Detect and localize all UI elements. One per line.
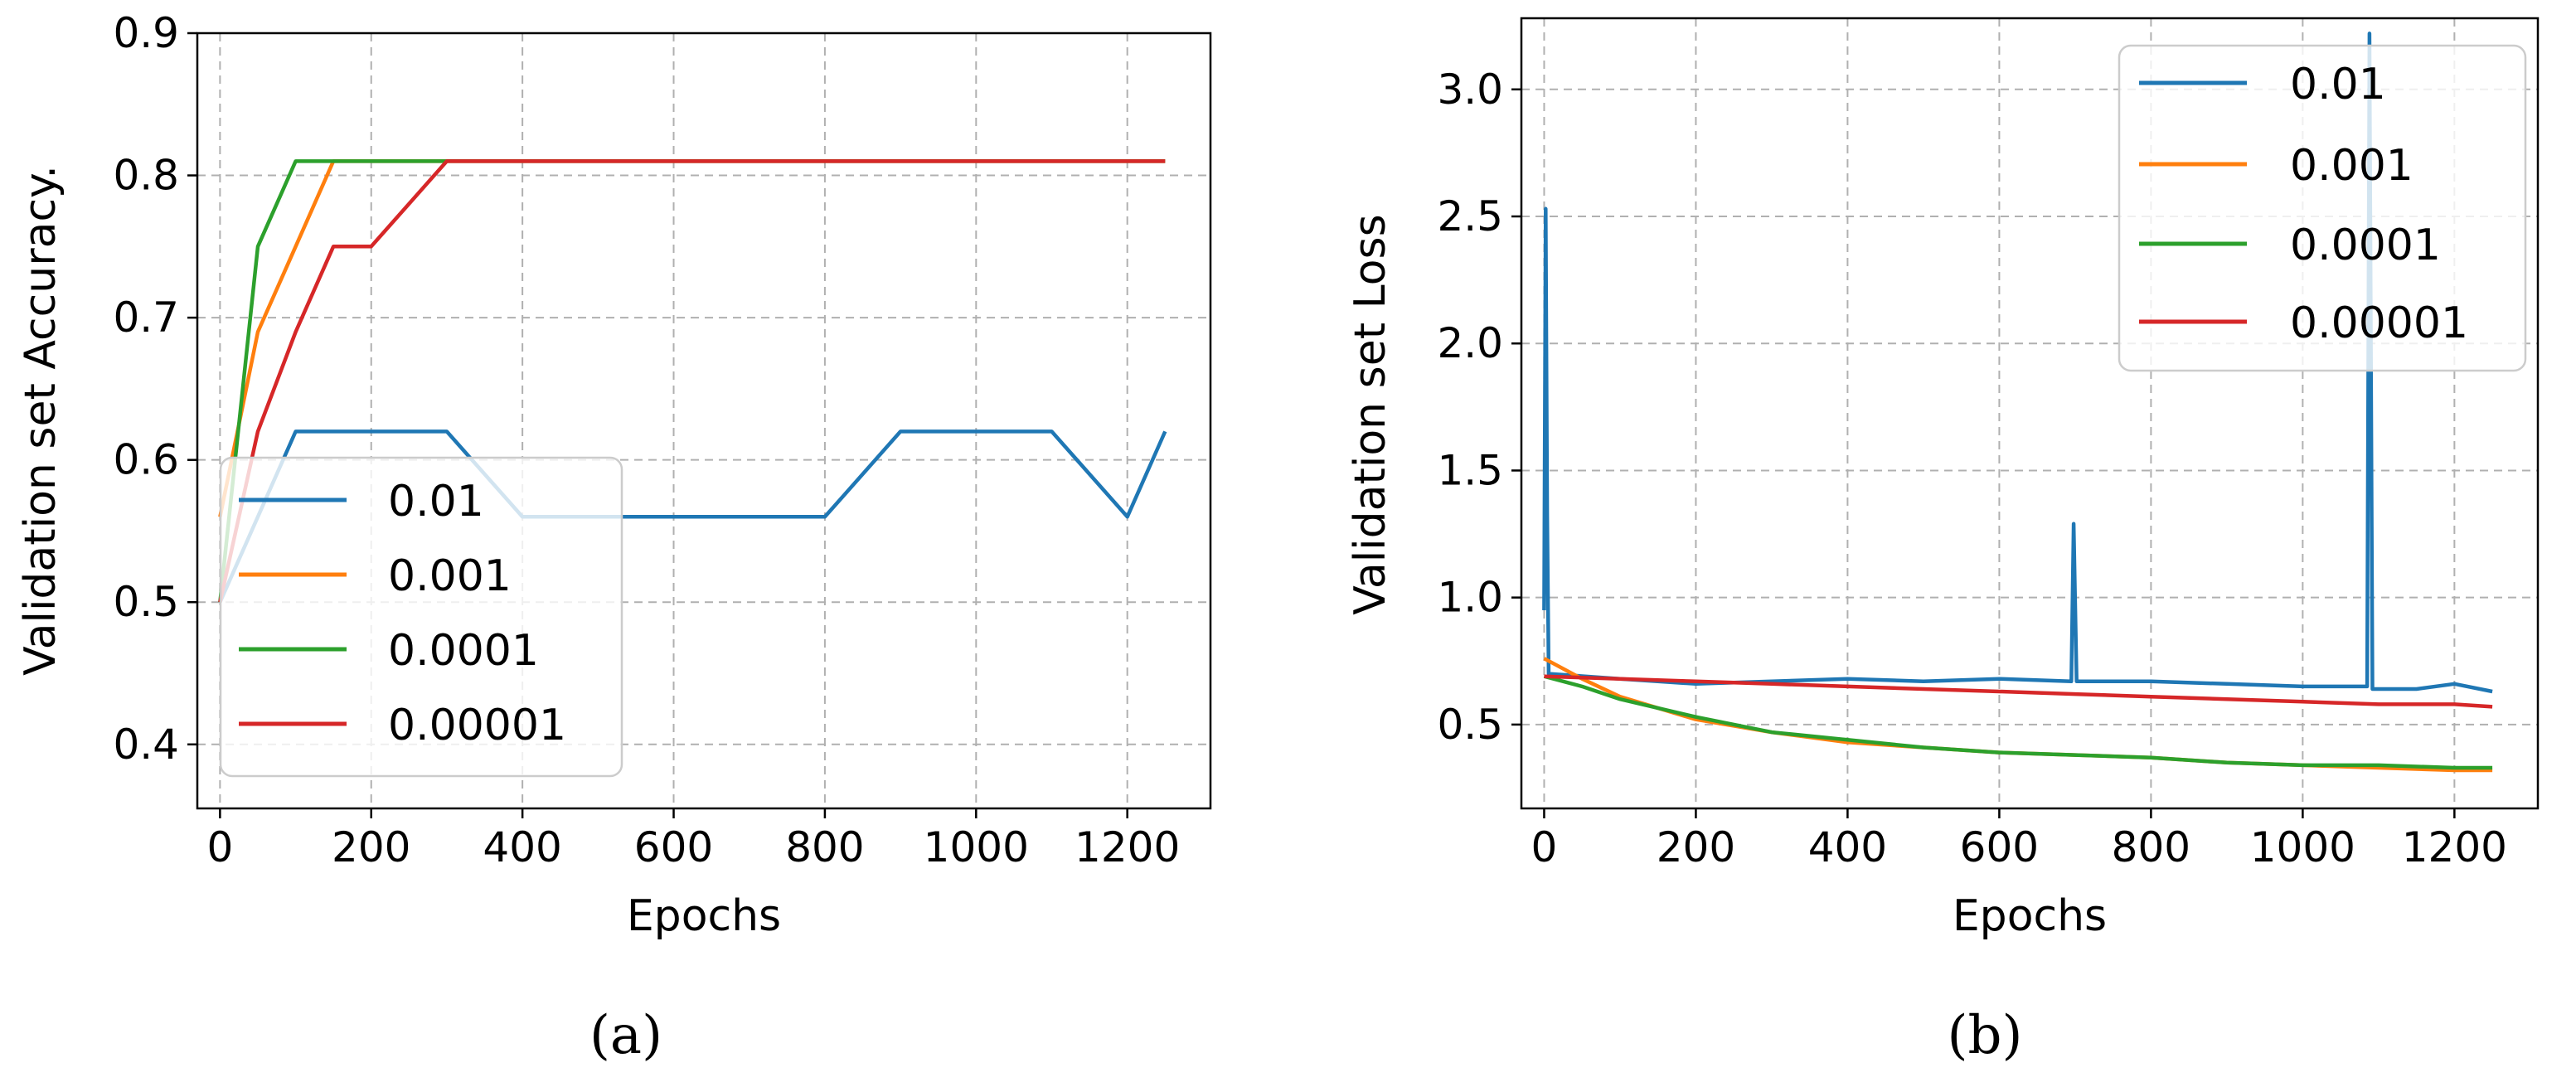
y-tick-label: 0.7 [113,294,179,342]
panel-a-legend: 0.01 0.001 0.0001 0.00001 [219,456,623,778]
panel-a-legend-label-0.0001: 0.0001 [388,626,539,676]
panel-b-caption: (b) [1948,1005,2023,1066]
series-line-0.0001 [1543,674,2493,770]
y-tick-label: 0.5 [113,578,179,626]
panel-a-legend-label-0.00001: 0.00001 [388,701,566,750]
panel-a-legend-box [219,456,623,778]
y-tick-label: 2.5 [1437,192,1503,240]
x-tick-label: 600 [634,823,713,871]
x-tick-label: 200 [1657,823,1735,871]
panel-b-frame [1520,17,2540,810]
x-tick-label: 600 [1960,823,2039,871]
panel-b-legend-label-0.00001: 0.00001 [2290,298,2468,348]
series-line-0.00001 [218,159,1166,603]
x-tick-label: 0 [206,823,233,871]
y-tick-label: 3.0 [1437,66,1503,114]
panel-b: 0 200 400 600 800 1000 12000.51.01.52.02.53.0 … [1346,17,2540,1066]
panel-a-caption: (a) [589,1005,662,1066]
y-tick-label: 2.0 [1437,319,1503,367]
panel-b-legend-label-0.001: 0.001 [2290,141,2413,191]
panel-b-lines [1542,32,2493,773]
x-tick-label: 800 [2112,823,2190,871]
panel-a-lines [218,159,1167,604]
panel-a-xlabel: Epochs [627,891,781,941]
series-line-0.01 [218,429,1167,604]
panel-a-ylabel: Validation set Accuracy. [16,165,65,676]
panel-a-ticks: 0 200 400 600 800 1000 1200 0.4 0.5 0.6 0.7 0.8 0.9 [113,9,1180,871]
x-tick-label: 1200 [2402,823,2507,871]
x-tick-label: 1000 [924,823,1029,871]
panel-a-frame [196,32,1212,810]
panel-b-legend-box [2118,44,2527,372]
y-tick-label: 0.5 [1437,701,1503,749]
y-tick-label: 0.8 [113,152,179,200]
y-tick-label: 0.9 [113,9,179,57]
y-tick-label: 1.0 [1437,574,1503,622]
x-tick-label: 800 [785,823,864,871]
y-tick-label: 0.6 [113,436,179,484]
x-tick-label: 0 [1531,823,1558,871]
panel-a: 0 200 400 600 800 1000 12000.40.50.60.70.80.9 … [16,9,1212,1066]
x-tick-label: 1000 [2250,823,2355,871]
panel-b-legend-label-0.0001: 0.0001 [2290,221,2441,270]
y-tick-label: 1.5 [1437,446,1503,494]
panel-b-legend-label-0.01: 0.01 [2290,60,2386,109]
x-tick-label: 400 [483,823,561,871]
x-tick-label: 200 [332,823,410,871]
x-tick-label: 400 [1808,823,1887,871]
panel-b-legend: 0.01 0.001 0.0001 0.00001 [2118,44,2527,372]
panel-b-ylabel: Validation set Loss [1346,214,1395,614]
panel-a-legend-label-0.001: 0.001 [388,551,512,601]
series-line-0.00001 [1544,674,2493,709]
x-tick-label: 1200 [1075,823,1180,871]
y-tick-label: 0.4 [113,721,179,769]
panel-b-xlabel: Epochs [1953,891,2107,941]
panel-b-ticks: 0 200 400 600 800 1000 1200 0.5 1.0 1.5 2.0 2.5 3.0 [1437,66,2507,871]
panel-a-legend-label-0.01: 0.01 [388,477,484,527]
